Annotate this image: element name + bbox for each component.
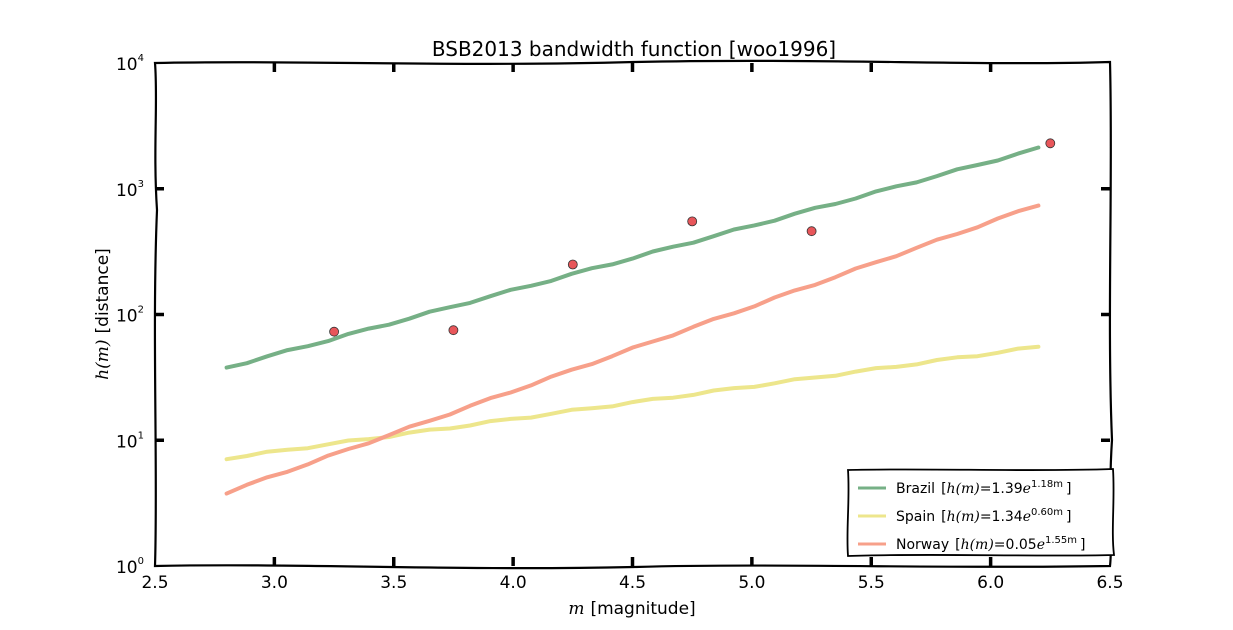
x-tick-label: 3.0 — [261, 573, 288, 593]
y-axis-label: h(m) [distance] — [93, 248, 113, 380]
x-axis-var: m — [568, 599, 584, 619]
y-tick-exponent: 3 — [138, 179, 144, 190]
legend-entry-norway: Norway [h(m)=0.05e1.55m] — [896, 535, 1085, 553]
y-tick-base: 10 — [116, 432, 138, 452]
data-point — [1045, 138, 1056, 149]
legend-series-name: Norway — [896, 537, 949, 553]
legend-entry-brazil: Brazil [h(m)=1.39e1.18m] — [896, 479, 1071, 497]
y-tick-exponent: 4 — [138, 53, 144, 64]
y-tick-label: 100 — [116, 556, 144, 578]
y-tick-label: 101 — [116, 430, 144, 452]
data-point — [329, 326, 340, 337]
y-tick-label: 104 — [116, 53, 144, 75]
x-axis-unit: [magnitude] — [590, 599, 695, 619]
legend-formula-exp: 1.18m — [1031, 479, 1063, 490]
legend-formula-exp: 1.55m — [1045, 535, 1077, 546]
legend-entry-spain: Spain [h(m)=1.34e0.60m] — [896, 507, 1072, 525]
y-axis-unit: [distance] — [93, 248, 113, 333]
legend-formula-lhs: h(m) — [961, 537, 994, 553]
series-line-brazil — [224, 145, 1041, 370]
y-tick-exponent: 0 — [138, 556, 144, 567]
y-tick-base: 10 — [116, 558, 138, 578]
y-tick-base: 10 — [116, 55, 138, 75]
chart-title: BSB2013 bandwidth function [woo1996] — [432, 37, 836, 61]
legend-series-name: Spain — [896, 509, 935, 525]
legend-formula-coef: 0.05 — [1006, 537, 1037, 553]
legend-formula-lhs: h(m) — [947, 509, 980, 525]
plot-area — [224, 138, 1056, 496]
y-tick-base: 10 — [116, 181, 138, 201]
data-point — [567, 259, 578, 270]
y-tick-label: 103 — [116, 179, 144, 201]
y-axis-var: h(m) — [93, 339, 113, 379]
y-tick-exponent: 2 — [138, 305, 144, 316]
legend-formula-lhs: h(m) — [947, 481, 980, 497]
series-line-norway — [224, 203, 1041, 496]
data-point — [806, 226, 817, 237]
x-tick-label: 4.0 — [500, 573, 527, 593]
x-tick-label: 2.5 — [141, 573, 168, 593]
y-tick-exponent: 1 — [138, 430, 144, 441]
y-tick-base: 10 — [116, 307, 138, 327]
x-tick-label: 3.5 — [380, 573, 407, 593]
legend: Brazil [h(m)=1.39e1.18m] Spain [h(m)=1.34e0… — [846, 468, 1116, 557]
x-tick-label: 6.0 — [977, 573, 1004, 593]
x-tick-label: 4.5 — [619, 573, 646, 593]
series-line-spain — [224, 344, 1041, 462]
data-point — [448, 325, 459, 336]
data-point — [687, 216, 698, 227]
x-tick-label: 5.5 — [858, 573, 885, 593]
legend-series-name: Brazil — [896, 481, 935, 497]
legend-frame — [846, 468, 1116, 557]
x-axis-label: m [magnitude] — [568, 599, 695, 619]
legend-formula-coef: 1.39 — [992, 481, 1023, 497]
x-tick-label: 5.0 — [738, 573, 765, 593]
x-tick-label: 6.5 — [1096, 573, 1123, 593]
legend-formula-coef: 1.34 — [992, 509, 1023, 525]
legend-formula-exp: 0.60m — [1031, 507, 1063, 518]
y-tick-label: 102 — [116, 305, 144, 327]
plot-frame — [153, 59, 1114, 570]
axis-ticks: 2.5 3.0 3.5 4.0 4.5 5.0 5.5 6.0 6.51001011021031… — [116, 53, 1124, 593]
